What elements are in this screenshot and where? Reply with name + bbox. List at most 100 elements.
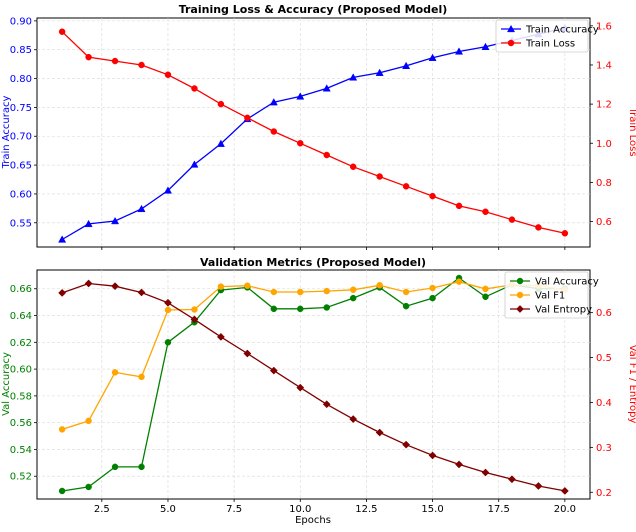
data-point-train-loss: [191, 85, 198, 92]
data-point-train-loss: [535, 224, 542, 231]
plot-area-1: 2.5 5.0 7.5 10.0 12.5 15.0 17.5 20.0 0.52 0.54 0.5…: [10, 270, 612, 515]
data-point-val-accuracy: [111, 463, 119, 471]
data-point-train-accuracy: [402, 61, 411, 70]
y-axis-label-left: Train Accuracy: [1, 96, 12, 170]
y-axis-label-right: Train Loss: [627, 106, 636, 156]
data-point-train-accuracy: [322, 84, 331, 92]
data-point-val-f1: [455, 278, 463, 285]
data-point-train-loss: [111, 57, 119, 65]
legend-box: [495, 19, 589, 53]
x-tick-label: 12.5: [355, 504, 377, 515]
legend-label: Val Entropy: [535, 305, 592, 316]
data-point-val-entropy: [190, 315, 199, 324]
y-tick-label-right: 1.4: [596, 60, 612, 71]
data-point-val-entropy: [243, 349, 252, 358]
legend-label: Val Accuracy: [535, 277, 599, 288]
data-point-val-accuracy: [297, 305, 304, 313]
data-point-train-accuracy: [84, 219, 93, 228]
data-point-val-f1: [164, 306, 172, 314]
data-point-train-accuracy: [216, 139, 225, 147]
data-point-val-accuracy: [58, 487, 66, 495]
y-tick-label-right: 0.8: [596, 178, 612, 189]
y-tick-label-right: 0.6: [596, 308, 612, 319]
y-tick-label-right: 0.3: [596, 443, 612, 454]
data-point-train-accuracy: [269, 98, 278, 106]
data-point-train-accuracy: [163, 186, 172, 194]
data-point-val-accuracy: [164, 339, 172, 346]
x-tick-label: 15.0: [421, 504, 443, 515]
data-point-val-accuracy: [482, 293, 489, 301]
series-line-train-accuracy: [61, 27, 566, 241]
legend-marker: [516, 277, 524, 285]
chart-title: Training Loss & Accuracy (Proposed Model…: [179, 3, 448, 16]
data-point-val-entropy: [455, 460, 463, 469]
data-point-val-entropy: [402, 440, 411, 449]
data-point-train-accuracy: [349, 73, 358, 81]
y-tick-label-left: 0.54: [10, 445, 32, 456]
data-point-val-entropy: [349, 415, 358, 424]
legend: Train Accuracy Train Loss: [495, 19, 599, 53]
y-axis-label-left: Val Accuracy: [1, 352, 12, 416]
data-point-val-accuracy: [270, 305, 278, 313]
data-point-train-loss: [482, 208, 489, 216]
data-point-val-f1: [244, 282, 251, 289]
data-point-val-f1: [376, 282, 383, 289]
data-point-train-loss: [349, 163, 357, 171]
x-tick-label: 5.0: [160, 504, 176, 515]
data-point-train-loss: [58, 28, 66, 35]
data-point-train-loss: [244, 114, 251, 122]
data-point-val-accuracy: [402, 302, 410, 310]
y-tick-label-left: 0.90: [10, 16, 32, 27]
legend-marker: [516, 305, 524, 313]
data-point-val-entropy: [84, 279, 93, 288]
data-point-val-f1: [85, 417, 92, 425]
data-point-val-f1: [58, 426, 66, 433]
data-point-train-loss: [376, 173, 383, 180]
x-tick-label: 20.0: [554, 504, 576, 515]
data-point-val-f1: [402, 288, 410, 296]
data-point-val-f1: [270, 288, 278, 296]
x-tick-label: 7.5: [226, 504, 242, 515]
data-point-val-f1: [191, 306, 198, 313]
series-train-loss: [58, 28, 569, 237]
data-point-val-entropy: [428, 451, 437, 460]
y-tick-label-left: 0.66: [10, 284, 32, 295]
data-point-val-f1: [349, 286, 357, 294]
y-tick-label-left: 0.65: [10, 161, 32, 172]
series-line-train-loss: [61, 31, 566, 234]
y-tick-label-left: 0.60: [10, 365, 32, 376]
data-point-train-loss: [561, 230, 569, 237]
y-tick-label-left: 0.70: [10, 132, 32, 143]
y-tick-label-right: 1.2: [596, 100, 612, 111]
data-point-val-entropy: [507, 475, 516, 484]
legend-label: Val F1: [535, 291, 565, 302]
legend-marker: [507, 39, 515, 47]
data-point-val-entropy: [164, 298, 172, 307]
data-point-train-accuracy: [190, 160, 199, 168]
series-val-accuracy: [58, 274, 569, 495]
data-point-val-entropy: [137, 288, 146, 297]
series-val-f1: [58, 278, 569, 433]
x-tick-label: 10.0: [289, 504, 311, 515]
data-point-val-accuracy: [349, 294, 357, 302]
legend-box: [504, 271, 589, 319]
data-point-val-f1: [138, 373, 145, 381]
legend-marker: [506, 24, 516, 33]
data-point-train-loss: [508, 216, 516, 223]
data-point-val-f1: [482, 285, 489, 293]
data-point-train-loss: [217, 100, 225, 108]
data-point-train-accuracy: [58, 235, 67, 243]
data-point-val-entropy: [296, 383, 305, 392]
data-point-train-accuracy: [428, 53, 437, 61]
validation-panel: Validation Metrics (Proposed Model) Val …: [1, 256, 636, 526]
data-point-val-entropy: [269, 366, 278, 375]
data-point-val-accuracy: [429, 294, 436, 302]
y-tick-label-left: 0.58: [10, 391, 32, 402]
data-point-train-loss: [270, 128, 278, 135]
series-line-val-f1: [61, 281, 565, 431]
y-tick-label-left: 0.80: [10, 74, 32, 85]
y-tick-label-left: 0.62: [10, 338, 32, 349]
data-point-val-entropy: [534, 482, 543, 490]
y-tick-label-left: 0.52: [10, 472, 32, 483]
